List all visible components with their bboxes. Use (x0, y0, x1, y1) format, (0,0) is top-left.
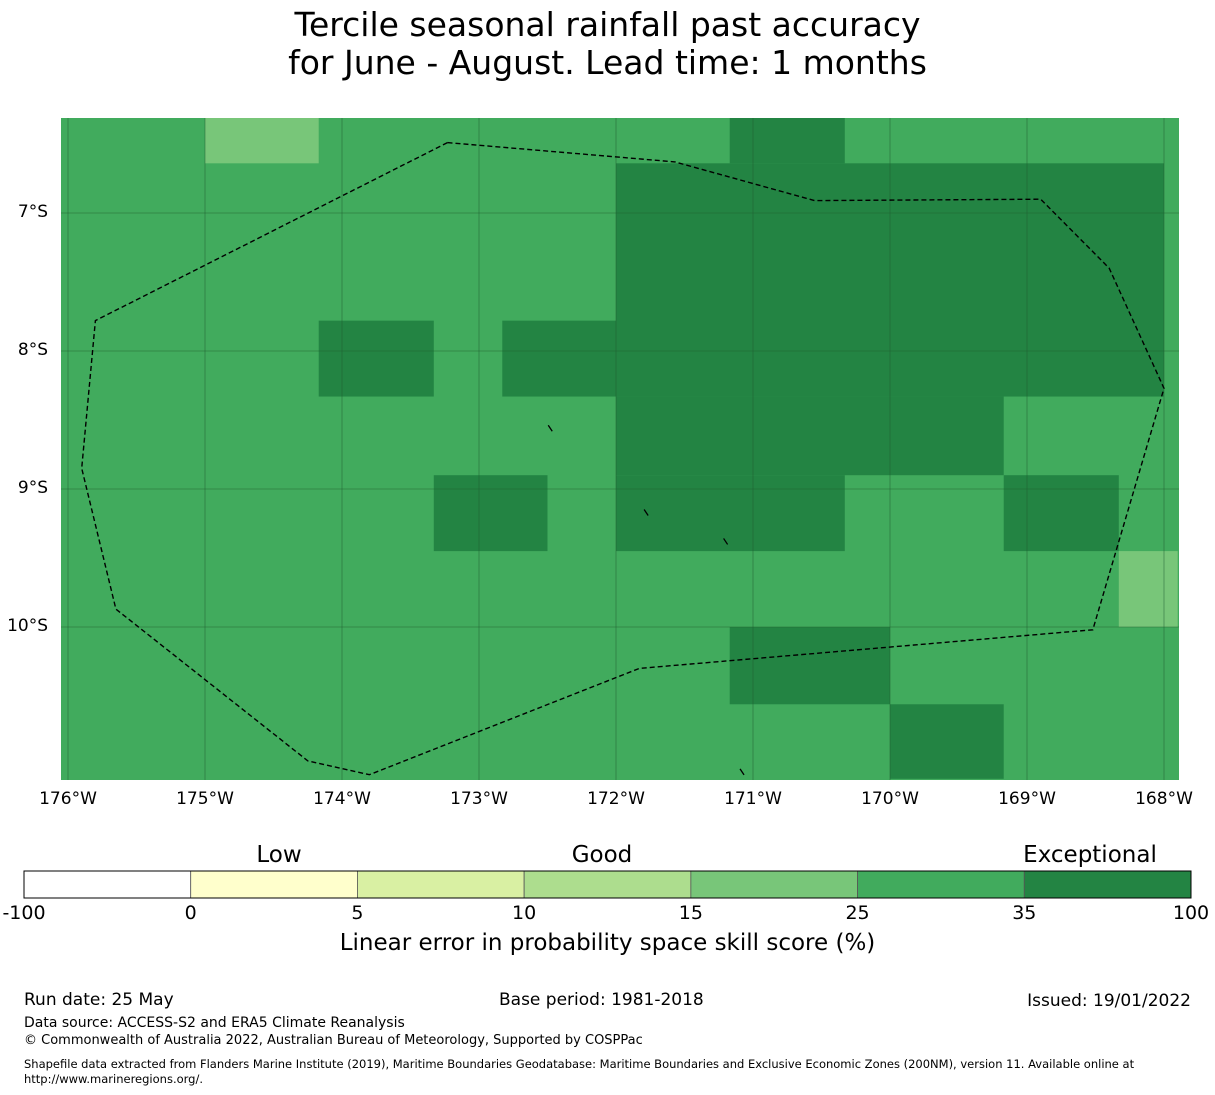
colorbar-tick-label: 0 (184, 902, 197, 924)
lat-tick-label: 8°S (17, 340, 48, 360)
lat-tick-label: 10°S (7, 616, 48, 636)
skill-cell (616, 396, 1004, 476)
colorbar-tick-label: 35 (1012, 902, 1037, 924)
skill-cell (729, 627, 890, 705)
copyright: © Commonwealth of Australia 2022, Austra… (24, 1033, 643, 1048)
colorbar-category-label: Exceptional (1023, 842, 1157, 868)
colorbar-segment (23, 870, 192, 899)
data-source: Data source: ACCESS-S2 and ERA5 Climate … (24, 1015, 405, 1031)
colorbar-segment (857, 870, 1025, 899)
lon-tick-label: 171°W (724, 789, 782, 809)
colorbar-tick-label: 5 (351, 902, 364, 924)
lon-tick-label: 168°W (1135, 789, 1193, 809)
lat-tick-label: 7°S (17, 202, 48, 222)
eez-boundary-layer (80, 141, 1165, 776)
title-line-2: for June - August. Lead time: 1 months (288, 43, 927, 82)
skill-cell (729, 118, 845, 164)
skill-cell (1003, 475, 1119, 552)
base-period: Base period: 1981-2018 (499, 990, 704, 1010)
islands-layer (547, 424, 745, 776)
island (723, 538, 729, 545)
colorbar-label: Linear error in probability space skill … (339, 930, 876, 956)
colorbar-category-label: Good (571, 842, 633, 868)
colorbar-segment (357, 870, 525, 899)
run-date: Run date: 25 May (24, 990, 174, 1010)
colorbar-segment (523, 870, 692, 899)
issued-date: Issued: 19/01/2022 (1027, 991, 1191, 1011)
colorbar-category-label: Low (256, 842, 302, 868)
lon-tick-label: 175°W (176, 789, 234, 809)
lon-tick-label: 173°W (450, 789, 508, 809)
skill-cell (433, 475, 548, 552)
colorbar-segment (1023, 870, 1192, 899)
colorbar-segment (690, 870, 858, 899)
map-title: Tercile seasonal rainfall past accuracy … (0, 6, 1215, 82)
colorbar-tick-label: 15 (678, 902, 703, 924)
lon-tick-label: 170°W (861, 789, 919, 809)
lon-tick-label: 169°W (998, 789, 1056, 809)
colorbar-segment (190, 870, 358, 899)
island (547, 424, 553, 432)
lon-tick-label: 174°W (313, 789, 371, 809)
island (643, 509, 649, 516)
shapefile-credit-line-1: Shapefile data extracted from Flanders M… (24, 1057, 1135, 1071)
colorbar (23, 870, 1192, 899)
skill-cell (616, 475, 845, 552)
lat-tick-label: 9°S (17, 478, 48, 498)
lon-tick-label: 176°W (39, 789, 97, 809)
skill-cell (205, 118, 319, 164)
island (739, 768, 745, 776)
graticule (61, 118, 1179, 780)
colorbar-tick-label: 10 (512, 902, 537, 924)
colorbar-frame (23, 870, 1192, 899)
eez-boundary (80, 141, 1165, 776)
lon-tick-label: 172°W (587, 789, 645, 809)
skill-cell (318, 320, 434, 397)
skill-cell (1118, 551, 1178, 627)
colorbar-tick-label: 100 (1172, 902, 1210, 924)
title-line-1: Tercile seasonal rainfall past accuracy (294, 5, 921, 44)
skill-cell (890, 704, 1004, 779)
shapefile-credit-line-2: http://www.marineregions.org/. (24, 1072, 203, 1086)
skill-cell (502, 320, 616, 397)
colorbar-tick-label: -100 (2, 902, 46, 924)
colorbar-tick-label: 25 (845, 902, 870, 924)
skill-grid (61, 118, 1179, 780)
